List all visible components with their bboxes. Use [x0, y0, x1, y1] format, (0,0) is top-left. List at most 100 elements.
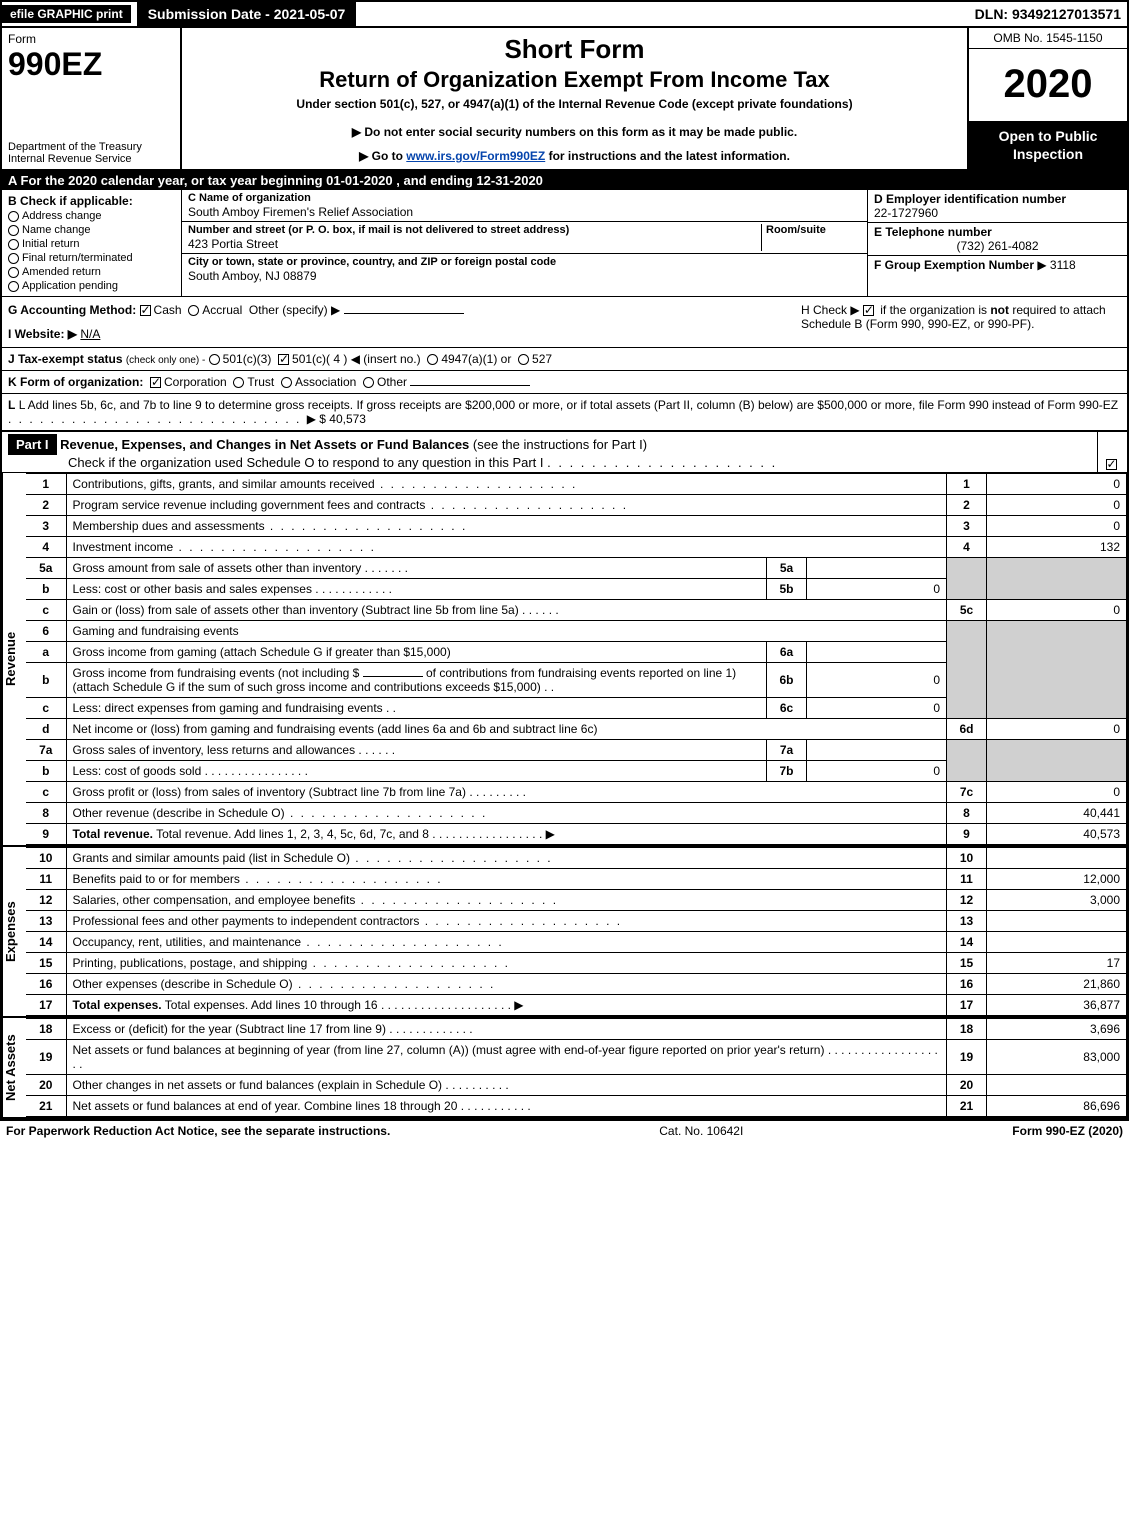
line-12: 12Salaries, other compensation, and empl…	[26, 890, 1127, 911]
rb-527[interactable]	[518, 354, 529, 365]
ein-label: D Employer identification number	[874, 192, 1121, 206]
cb-final[interactable]: Final return/terminated	[8, 252, 175, 264]
open-inspection: Open to Public Inspection	[969, 121, 1127, 169]
line-10: 10Grants and similar amounts paid (list …	[26, 848, 1127, 869]
line-2: 2Program service revenue including gover…	[26, 495, 1127, 516]
goto-pre: ▶ Go to	[359, 149, 406, 163]
j-label: J Tax-exempt status	[8, 352, 123, 366]
h-text1: H Check ▶	[801, 303, 860, 317]
line-7c: cGross profit or (loss) from sales of in…	[26, 782, 1127, 803]
g-h-row: G Accounting Method: Cash Accrual Other …	[2, 297, 1127, 348]
cb-corp[interactable]	[150, 377, 161, 388]
cb-schedule-b[interactable]	[863, 305, 874, 316]
fundraising-amount[interactable]	[363, 676, 423, 677]
line-7a: 7aGross sales of inventory, less returns…	[26, 740, 1127, 761]
cb-other[interactable]	[363, 377, 374, 388]
cb-pending[interactable]: Application pending	[8, 280, 175, 292]
revenue-side-label: Revenue	[2, 473, 26, 845]
rb-4947[interactable]	[427, 354, 438, 365]
group-label: F Group Exemption Number	[874, 258, 1034, 272]
rb-501c3[interactable]	[209, 354, 220, 365]
rb-501c[interactable]	[278, 354, 289, 365]
other-org[interactable]	[410, 385, 530, 386]
line-18: 18Excess or (deficit) for the year (Subt…	[26, 1019, 1127, 1040]
c-city-label: City or town, state or province, country…	[188, 256, 861, 268]
line-14: 14Occupancy, rent, utilities, and mainte…	[26, 932, 1127, 953]
under-section: Under section 501(c), 527, or 4947(a)(1)…	[192, 97, 957, 111]
city-state-zip: South Amboy, NJ 08879	[188, 269, 861, 283]
tel-label: E Telephone number	[874, 225, 1121, 239]
form-word: Form	[8, 32, 174, 46]
goto-post: for instructions and the latest informat…	[545, 149, 790, 163]
cb-initial[interactable]: Initial return	[8, 238, 175, 250]
other-specify[interactable]	[344, 313, 464, 314]
h-text2: if the organization is	[880, 303, 990, 317]
line-8: 8Other revenue (describe in Schedule O)8…	[26, 803, 1127, 824]
cb-cash[interactable]	[140, 305, 151, 316]
line-1: 1Contributions, gifts, grants, and simil…	[26, 474, 1127, 495]
l-text: L Add lines 5b, 6c, and 7b to line 9 to …	[19, 398, 1118, 412]
l-row: L L Add lines 5b, 6c, and 7b to line 9 t…	[2, 394, 1127, 432]
cb-address[interactable]: Address change	[8, 210, 175, 222]
j-sub: (check only one) -	[126, 355, 205, 366]
top-left: efile GRAPHIC print Submission Date - 20…	[2, 2, 356, 26]
revenue-section: Revenue 1Contributions, gifts, grants, a…	[2, 473, 1127, 847]
footer-form: Form 990-EZ (2020)	[1012, 1124, 1123, 1138]
efile-label: efile GRAPHIC print	[2, 5, 131, 23]
a-text: A For the 2020 calendar year, or tax yea…	[8, 173, 543, 188]
j-row: J Tax-exempt status (check only one) - 5…	[2, 348, 1127, 371]
omb-number: OMB No. 1545-1150	[969, 28, 1127, 49]
cb-trust[interactable]	[233, 377, 244, 388]
submission-date: Submission Date - 2021-05-07	[137, 2, 357, 26]
part1-sub: (see the instructions for Part I)	[473, 437, 647, 452]
line-16: 16Other expenses (describe in Schedule O…	[26, 974, 1127, 995]
group-value: ▶ 3118	[1037, 258, 1075, 272]
dept-line2: Internal Revenue Service	[8, 153, 174, 165]
room-label: Room/suite	[766, 224, 861, 236]
ssn-warning: ▶ Do not enter social security numbers o…	[192, 125, 957, 139]
line-9: 9Total revenue. Total revenue. Add lines…	[26, 824, 1127, 845]
line-20: 20Other changes in net assets or fund ba…	[26, 1075, 1127, 1096]
form-page: efile GRAPHIC print Submission Date - 20…	[0, 0, 1129, 1121]
irs-link[interactable]: www.irs.gov/Form990EZ	[406, 149, 545, 163]
line-17: 17Total expenses. Total expenses. Add li…	[26, 995, 1127, 1016]
line-21: 21Net assets or fund balances at end of …	[26, 1096, 1127, 1117]
i-label: I Website: ▶	[8, 327, 77, 341]
cb-assoc[interactable]	[281, 377, 292, 388]
cb-accrual[interactable]	[188, 305, 199, 316]
line-3: 3Membership dues and assessments30	[26, 516, 1127, 537]
header-center: Short Form Return of Organization Exempt…	[182, 28, 967, 169]
h-section: H Check ▶ if the organization is not req…	[801, 303, 1121, 341]
org-name: South Amboy Firemen's Relief Association	[188, 205, 861, 219]
print-link[interactable]: print	[96, 7, 123, 21]
part1-checkbox-cell	[1097, 432, 1127, 472]
net-assets-side-label: Net Assets	[2, 1018, 26, 1117]
h-not: not	[990, 303, 1009, 317]
g-section: G Accounting Method: Cash Accrual Other …	[8, 303, 801, 341]
dept: Department of the Treasury Internal Reve…	[8, 141, 174, 165]
cb-schedule-o[interactable]	[1106, 459, 1117, 470]
part1-label: Part I	[8, 434, 57, 455]
footer: For Paperwork Reduction Act Notice, see …	[0, 1121, 1129, 1141]
line-13: 13Professional fees and other payments t…	[26, 911, 1127, 932]
revenue-table: 1Contributions, gifts, grants, and simil…	[26, 473, 1127, 845]
line-5c: cGain or (loss) from sale of assets othe…	[26, 600, 1127, 621]
tax-year: 2020	[969, 49, 1127, 121]
part1-header-row: Part I Revenue, Expenses, and Changes in…	[2, 432, 1127, 473]
net-assets-section: Net Assets 18Excess or (deficit) for the…	[2, 1018, 1127, 1119]
line-5a: 5aGross amount from sale of assets other…	[26, 558, 1127, 579]
cb-name[interactable]: Name change	[8, 224, 175, 236]
dln: DLN: 93492127013571	[975, 6, 1127, 22]
dept-line1: Department of the Treasury	[8, 141, 174, 153]
net-assets-table: 18Excess or (deficit) for the year (Subt…	[26, 1018, 1127, 1117]
section-d-e-f: D Employer identification number 22-1727…	[867, 190, 1127, 296]
short-form-title: Short Form	[192, 34, 957, 65]
line-6d: dNet income or (loss) from gaming and fu…	[26, 719, 1127, 740]
cb-amended[interactable]: Amended return	[8, 266, 175, 278]
header: Form 990EZ Department of the Treasury In…	[2, 28, 1127, 171]
line-11: 11Benefits paid to or for members1112,00…	[26, 869, 1127, 890]
expenses-side-label: Expenses	[2, 847, 26, 1016]
k-row: K Form of organization: Corporation Trus…	[2, 371, 1127, 394]
footer-left: For Paperwork Reduction Act Notice, see …	[6, 1124, 390, 1138]
expenses-section: Expenses 10Grants and similar amounts pa…	[2, 847, 1127, 1018]
